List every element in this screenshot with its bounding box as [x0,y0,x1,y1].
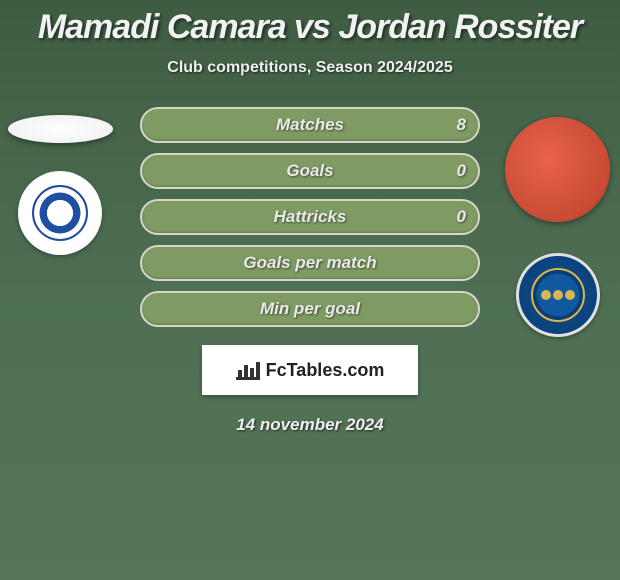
stat-row-goals: Goals 0 [140,153,480,189]
stat-label: Min per goal [260,299,360,319]
club-right-badge [516,253,600,337]
stat-right-value: 0 [457,161,466,181]
club-left-badge [18,171,102,255]
bar-chart-icon [236,360,260,380]
snapshot-date: 14 november 2024 [0,415,620,435]
stat-label: Goals per match [243,253,376,273]
brand-text: FcTables.com [266,360,385,381]
page-title: Mamadi Camara vs Jordan Rossiter [0,0,620,47]
player-right-avatar [505,117,610,222]
stat-row-goals-per-match: Goals per match [140,245,480,281]
stat-row-hattricks: Hattricks 0 [140,199,480,235]
stat-label: Goals [286,161,333,181]
page-subtitle: Club competitions, Season 2024/2025 [0,59,620,77]
club-right-badge-inner [531,268,585,322]
stat-label: Hattricks [274,207,347,227]
stat-right-value: 8 [457,115,466,135]
stat-row-min-per-goal: Min per goal [140,291,480,327]
stat-right-value: 0 [457,207,466,227]
club-left-badge-inner [32,185,88,241]
player-left-avatar [8,115,113,143]
brand-box[interactable]: FcTables.com [202,345,418,395]
stat-row-matches: Matches 8 [140,107,480,143]
stat-label: Matches [276,115,344,135]
comparison-panel: Matches 8 Goals 0 Hattricks 0 Goals per … [0,107,620,435]
stats-list: Matches 8 Goals 0 Hattricks 0 Goals per … [140,107,480,327]
